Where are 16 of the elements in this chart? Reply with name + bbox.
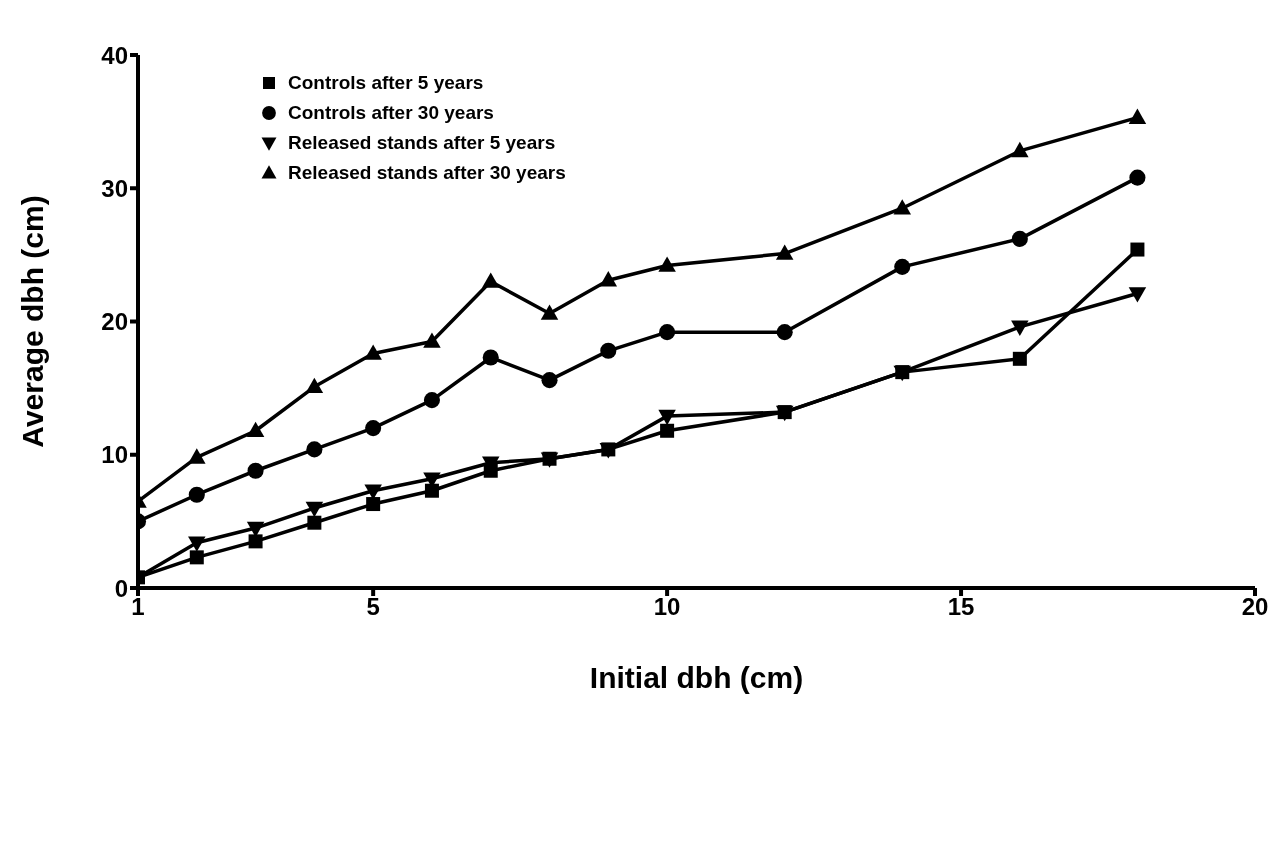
legend-label: Released stands after 30 years (288, 162, 566, 184)
y-tick-label: 30 (101, 174, 128, 202)
legend-label: Controls after 30 years (288, 102, 494, 124)
y-axis-title: Average dbh (cm) (15, 195, 49, 448)
legend-label: Released stands after 5 years (288, 132, 556, 154)
x-tick-label: 1 (131, 593, 145, 621)
x-tick-label: 15 (947, 593, 975, 621)
y-tick-label: 0 (114, 574, 128, 602)
x-axis-title: Initial dbh (cm) (589, 661, 804, 694)
y-tick-label: 20 (101, 308, 128, 336)
y-tick-label: 10 (101, 441, 128, 469)
y-tick-label: 40 (101, 41, 128, 69)
x-tick-label: 10 (653, 593, 681, 621)
x-tick-label: 5 (366, 593, 380, 621)
x-tick-label: 20 (1241, 593, 1269, 621)
legend-label: Controls after 5 years (288, 72, 484, 94)
